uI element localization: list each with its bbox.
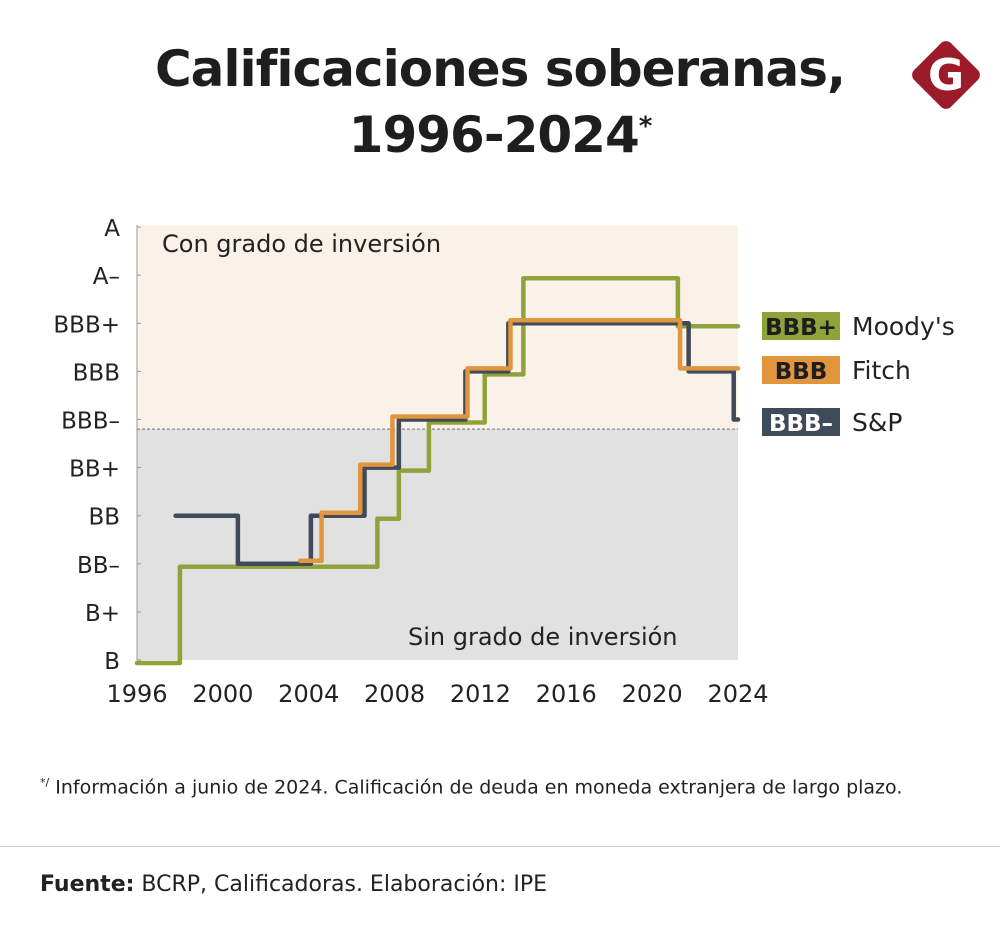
title-line-1: Calificaciones soberanas, <box>154 40 846 98</box>
legend-item-moodys: BBB+ Moody's <box>762 312 955 341</box>
logo-letter: G <box>928 50 964 101</box>
footnote-text: Información a junio de 2024. Calificació… <box>55 776 903 799</box>
title-years: 1996-2024 <box>348 106 640 164</box>
legend-badge-rating: BBB <box>775 359 828 385</box>
source-label: Fuente: <box>40 872 135 897</box>
legend-badge <box>762 356 840 384</box>
y-tick-label: BB– <box>77 553 120 579</box>
chart: Con grado de inversión Sin grado de inver… <box>53 216 955 708</box>
region-label-investment: Con grado de inversión <box>162 230 441 258</box>
source: Fuente: BCRP, Calificadoras. Elaboración… <box>40 872 547 897</box>
investment-region <box>137 225 738 430</box>
legend-badge <box>762 312 840 340</box>
x-tick-label: 2004 <box>278 680 339 708</box>
legend-badge <box>762 408 840 436</box>
source-text: BCRP, Calificadoras. Elaboración: IPE <box>141 872 548 897</box>
legend-label: S&P <box>852 408 902 437</box>
legend-item-sp: BBB– S&P <box>762 408 902 437</box>
x-tick-label: 2000 <box>192 680 253 708</box>
y-tick-label: B <box>104 649 120 675</box>
series-line-fitch <box>297 318 741 564</box>
legend-item-fitch: BBB Fitch <box>762 356 911 385</box>
title-asterisk: * <box>638 111 653 142</box>
title-line-2: 1996-2024* <box>0 106 1000 164</box>
y-tick-label: BB <box>88 505 120 531</box>
x-tick-label: 2008 <box>364 680 425 708</box>
legend-badge-rating: BBB+ <box>765 315 837 341</box>
divider <box>0 846 1000 847</box>
legend-badge-rating: BBB– <box>769 411 833 437</box>
footnote-mark: */ <box>40 776 50 789</box>
y-tick-label: B+ <box>85 601 120 627</box>
y-tick-label: BBB <box>73 360 120 386</box>
y-tick-label: BBB– <box>61 409 120 435</box>
x-tick-label: 2024 <box>707 680 768 708</box>
legend-label: Fitch <box>852 356 911 385</box>
y-tick-label: A <box>104 216 120 242</box>
x-tick-label: 2016 <box>536 680 597 708</box>
series-line-moodys <box>134 275 741 666</box>
y-tick-label: BBB+ <box>53 312 120 338</box>
y-tick-label: BB+ <box>69 457 120 483</box>
legend-label: Moody's <box>852 312 955 341</box>
series-line-sp <box>173 321 741 567</box>
logo-diamond <box>912 41 980 109</box>
y-tick-label: A– <box>93 264 120 290</box>
footnote: */ Información a junio de 2024. Califica… <box>40 776 902 798</box>
x-tick-label: 2020 <box>622 680 683 708</box>
logo: G <box>912 41 980 109</box>
region-label-non-investment: Sin grado de inversión <box>408 623 678 651</box>
x-tick-label: 2012 <box>450 680 511 708</box>
x-tick-label: 1996 <box>106 680 167 708</box>
